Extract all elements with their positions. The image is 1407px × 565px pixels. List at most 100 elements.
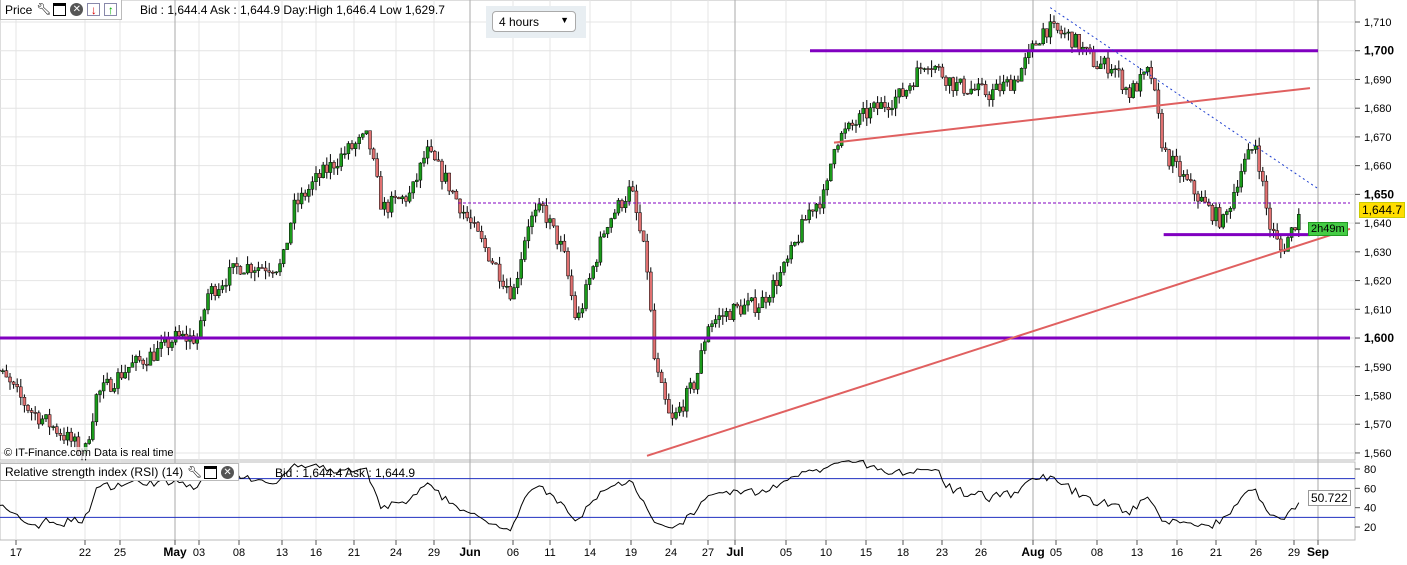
candle-body — [1095, 66, 1099, 69]
candle-body — [857, 113, 862, 125]
candle-body — [382, 201, 387, 210]
x-tick-label: 26 — [1250, 547, 1262, 559]
candle-body — [541, 203, 545, 206]
move-up-icon[interactable]: ↑ — [104, 3, 118, 17]
candle-body — [224, 284, 228, 287]
x-tick-label: 08 — [1091, 547, 1103, 559]
candle-body — [998, 83, 1002, 92]
candle-body — [958, 78, 963, 83]
candle-body — [933, 66, 937, 70]
rsi-value-tag: 50.722 — [1308, 490, 1351, 506]
candle-body — [868, 107, 873, 119]
candle-body — [1214, 207, 1218, 222]
candle-body — [1297, 214, 1301, 231]
candle-body — [116, 372, 120, 389]
close-icon[interactable]: ✕ — [221, 465, 235, 479]
candle-body — [969, 88, 973, 94]
candle-body — [562, 240, 567, 252]
candle-body — [148, 351, 153, 366]
candle-body — [213, 286, 217, 296]
candle-body — [929, 68, 934, 70]
candle-body — [915, 67, 919, 87]
x-tick-label: 15 — [860, 547, 872, 559]
candle-body — [436, 159, 441, 162]
candle-body — [994, 83, 999, 90]
x-tick-label: 05 — [780, 547, 792, 559]
candle-body — [890, 107, 894, 111]
candle-body — [73, 436, 77, 442]
candle-body — [976, 83, 981, 91]
candle-body — [901, 88, 905, 97]
candle-body — [454, 190, 459, 200]
maximize-icon[interactable] — [53, 3, 67, 16]
candle-body — [505, 286, 509, 288]
chevron-down-icon: ▼ — [560, 15, 569, 25]
candle-body — [497, 263, 502, 282]
candle-body — [127, 367, 131, 373]
candle-body — [1199, 196, 1204, 202]
candle-body — [1009, 79, 1013, 91]
y-tick-label: 1,690 — [1364, 74, 1392, 86]
y-tick-label: 1,660 — [1364, 161, 1392, 173]
candle-body — [1113, 68, 1117, 71]
wrench-icon[interactable]: 🔧︎ — [187, 464, 203, 479]
candle-body — [411, 181, 415, 194]
candle-body — [292, 199, 297, 224]
candle-body — [1037, 43, 1042, 46]
candle-body — [1253, 145, 1258, 150]
candle-body — [1174, 155, 1179, 162]
candle-body — [656, 358, 660, 373]
move-down-icon[interactable]: ↓ — [87, 3, 101, 17]
candle-body — [699, 350, 703, 374]
candle-body — [850, 122, 855, 126]
candle-body — [753, 297, 757, 313]
wrench-icon[interactable]: 🔧︎ — [36, 2, 52, 16]
candle-body — [296, 199, 300, 205]
y-tick-label: 1,700 — [1364, 44, 1394, 58]
rsi-y-tick-label: 40 — [1364, 503, 1376, 515]
candle-body — [1145, 67, 1150, 73]
candle-body — [724, 311, 729, 317]
candle-body — [735, 303, 739, 307]
x-tick-label: 14 — [584, 547, 596, 559]
candle-body — [872, 102, 876, 109]
candle-body — [22, 397, 27, 406]
candle-body — [980, 83, 984, 86]
candle-body — [26, 405, 30, 411]
candle-body — [1156, 89, 1161, 114]
candle-body — [991, 89, 995, 101]
candle-body — [843, 128, 847, 134]
maximize-icon[interactable] — [204, 465, 218, 479]
candle-body — [1257, 145, 1261, 172]
copyright-notice: © IT-Finance.com Data is real time — [4, 447, 174, 459]
candle-body — [1189, 179, 1193, 182]
candle-body — [1070, 31, 1074, 48]
x-tick-label: Jul — [726, 545, 743, 559]
price-panel-header: Price 🔧︎ ✕ ↓ ↑ — [0, 0, 123, 20]
candle-body — [1250, 149, 1254, 151]
close-icon[interactable]: ✕ — [70, 3, 84, 16]
candle-body — [1041, 28, 1045, 44]
candle-body — [742, 304, 747, 315]
candle-body — [33, 412, 37, 414]
candle-body — [1228, 208, 1233, 212]
candle-body — [555, 225, 559, 245]
timeframe-select[interactable]: 4 hours ▼ — [492, 11, 576, 32]
candle-body — [782, 262, 786, 273]
candle-body — [548, 218, 552, 223]
candle-body — [663, 382, 667, 400]
candle-body — [332, 162, 336, 169]
candle-body — [789, 245, 793, 260]
candle-body — [44, 414, 48, 420]
candle-body — [206, 293, 210, 311]
candle-body — [1005, 79, 1009, 83]
candle-body — [940, 66, 945, 78]
candle-body — [1142, 71, 1146, 75]
y-tick-label: 1,710 — [1364, 17, 1392, 29]
candle-body — [94, 394, 99, 423]
x-tick-label: 21 — [348, 547, 360, 559]
candle-body — [1232, 192, 1236, 209]
candle-body — [854, 124, 858, 126]
x-tick-label: 03 — [193, 547, 205, 559]
